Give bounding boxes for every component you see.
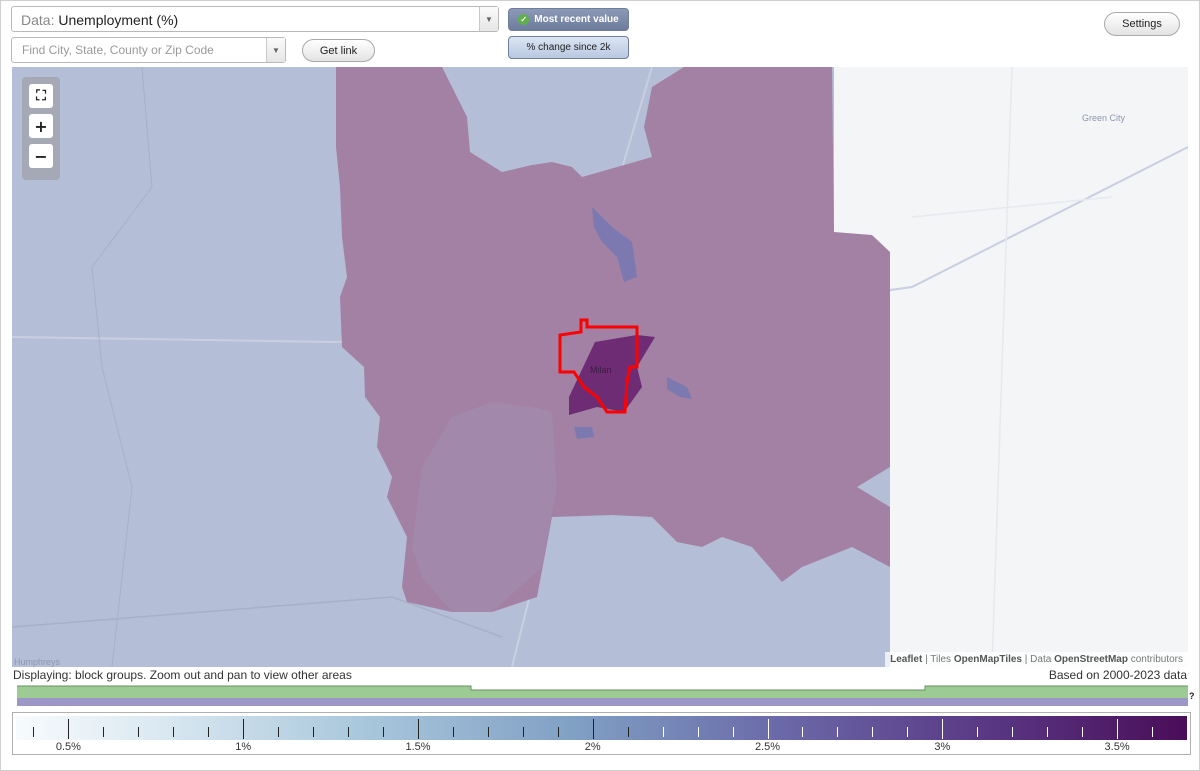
legend-minor-tick [33,727,35,737]
most-recent-toggle[interactable]: ✓ Most recent value [508,8,629,31]
road [91,67,153,667]
legend-label: 3% [934,741,951,753]
legend-minor-tick [767,719,769,739]
legend-minor-tick [837,727,839,737]
legend-minor-tick [1117,719,1119,739]
legend-minor-tick [557,727,559,737]
legend-minor-tick [1152,727,1154,737]
timeline-outline [17,685,1188,691]
timeline-bar[interactable] [17,684,1188,710]
legend-minor-tick [313,727,315,737]
data-prefix: | Data [1024,654,1052,665]
legend-label: 2% [584,741,601,753]
legend-minor-tick [872,727,874,737]
map-canvas [12,67,1188,667]
legend-label: 1.5% [405,741,431,753]
road [12,596,503,638]
tiles-prefix: | Tiles [925,654,952,665]
legend-minor-tick [138,727,140,737]
unshaded-area [834,67,1188,667]
data-range-status: Based on 2000-2023 data [1048,668,1187,682]
zoom-out-button[interactable]: − [29,144,53,168]
data-select[interactable]: Data: Unemployment (%) ▼ [11,6,499,32]
legend-minor-tick [348,727,350,737]
tiles-link[interactable]: OpenMapTiles [953,654,1022,665]
legend-minor-tick [522,727,524,737]
legend-minor-tick [173,727,175,737]
chevron-down-icon[interactable]: ▼ [479,7,498,31]
legend-minor-tick [977,727,979,737]
zoom-control: ⛶ + − [22,77,60,180]
legend-minor-tick [627,727,629,737]
search-dropdown-icon[interactable]: ▼ [266,38,285,62]
legend-minor-tick [417,719,419,739]
selected-block-group [569,335,655,415]
legend-minor-tick [487,727,489,737]
legend-minor-tick [1012,727,1014,737]
timeline-white-notch [471,684,925,690]
legend-minor-tick [208,727,210,737]
legend-minor-tick [278,727,280,737]
legend-minor-tick [732,727,734,737]
search-box[interactable]: ▼ [11,37,286,63]
display-status: Displaying: block groups. Zoom out and p… [13,668,352,682]
legend-label: 1% [235,741,252,753]
place-label-milan: Milan [590,365,612,375]
legend-minor-tick [103,727,105,737]
pct-change-toggle[interactable]: % change since 2k [508,36,629,59]
lake [592,207,637,282]
timeline-purple-gap [17,706,471,710]
most-recent-label: Most recent value [534,14,619,25]
legend-label: 2.5% [754,741,781,753]
zoom-in-button[interactable]: + [29,114,53,138]
leaflet-link[interactable]: Leaflet [890,654,923,665]
road [911,67,1113,667]
legend-minor-tick [662,727,664,737]
get-link-button[interactable]: Get link [302,39,375,62]
legend-minor-tick [1047,727,1049,737]
check-icon: ✓ [518,14,530,25]
legend-minor-tick [802,727,804,737]
place-label-humphreys: Humphreys [14,657,61,667]
map-attribution: Leaflet | Tiles OpenMapTiles | Data Open… [885,652,1188,667]
settings-button[interactable]: Settings [1104,12,1180,36]
legend-label: 3.5% [1104,741,1130,753]
timeline-help-icon[interactable]: ? [1189,691,1195,701]
map[interactable]: Milan Green City Humphreys ⛶ + − Leaflet… [12,67,1188,667]
data-select-value: Unemployment (%) [58,12,179,28]
legend-label: 0.5% [55,741,81,753]
legend-minor-tick [697,727,699,737]
search-input[interactable] [20,42,264,58]
block-group-region [412,402,557,612]
legend-minor-tick [68,719,70,739]
legend-minor-tick [243,719,245,739]
legend-minor-tick [383,727,385,737]
attribution-suffix: contributors [1130,654,1183,665]
selected-outline [558,318,639,414]
place-label-green-city: Green City [1082,113,1126,123]
color-legend: 0.5% 1% 1.5% 2% 2.5% 3% 3.5% [12,712,1191,755]
legend-minor-tick [942,719,944,739]
lake [574,427,594,439]
timeline-purple-band [17,698,1188,706]
legend-minor-tick [907,727,909,737]
lake [667,377,692,399]
legend-minor-tick [452,727,454,737]
legend-gradient [16,716,1187,740]
osm-link[interactable]: OpenStreetMap [1054,654,1128,665]
fullscreen-icon[interactable]: ⛶ [29,84,53,108]
legend-minor-tick [1082,727,1084,737]
data-select-prefix: Data: [21,12,55,28]
legend-minor-tick [592,719,594,739]
